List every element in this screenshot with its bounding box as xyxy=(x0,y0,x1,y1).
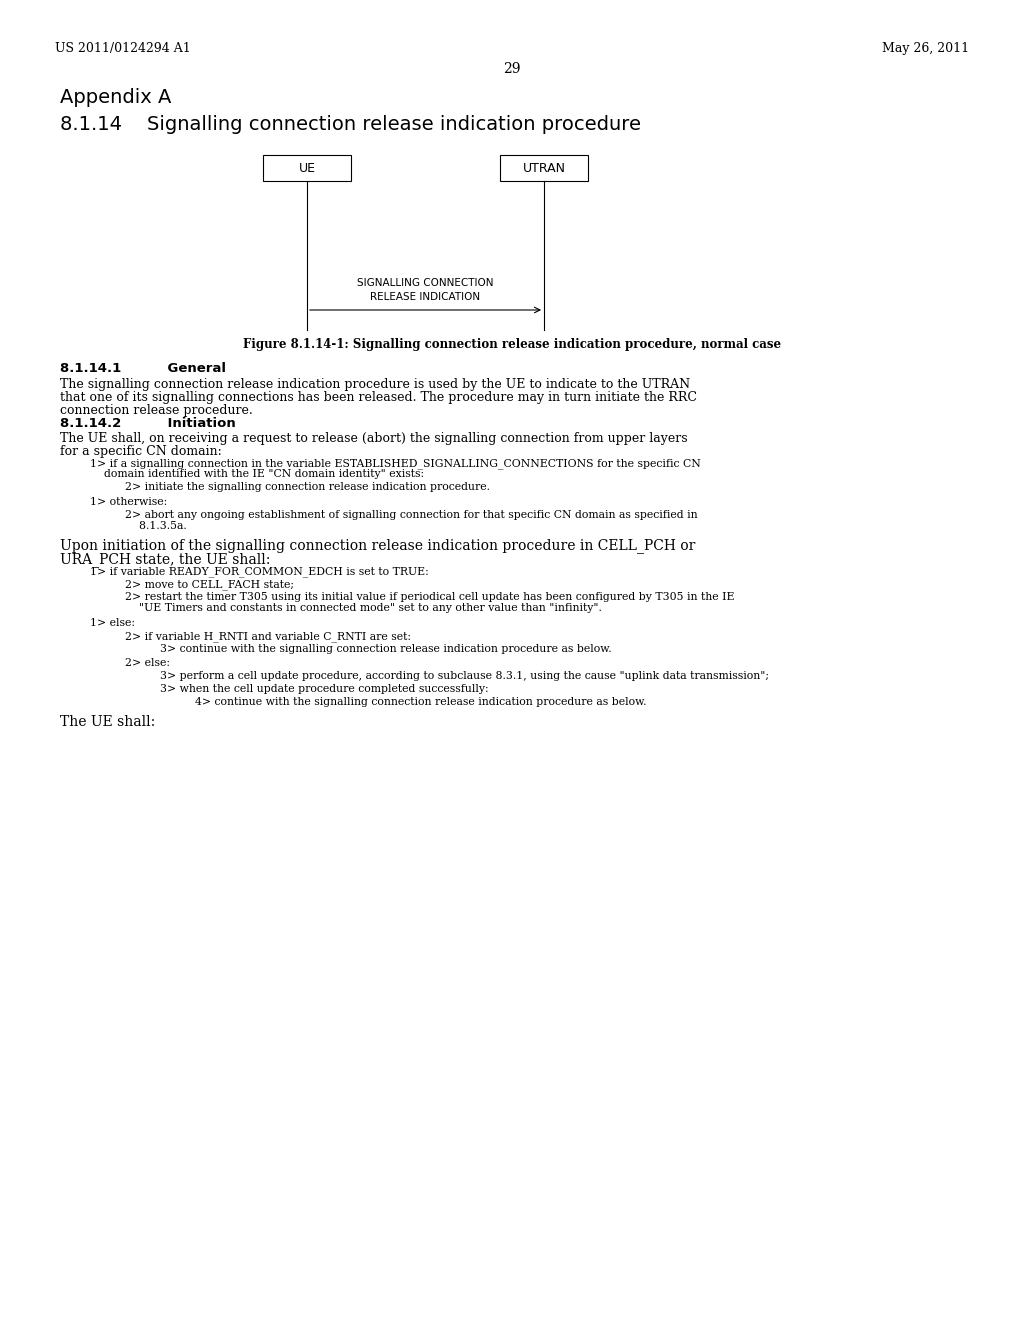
Text: 2> initiate the signalling connection release indication procedure.: 2> initiate the signalling connection re… xyxy=(125,482,490,492)
Text: 3> continue with the signalling connection release indication procedure as below: 3> continue with the signalling connecti… xyxy=(160,644,611,653)
Text: 2> if variable H_RNTI and variable C_RNTI are set:: 2> if variable H_RNTI and variable C_RNT… xyxy=(125,631,411,642)
Text: for a specific CN domain:: for a specific CN domain: xyxy=(60,445,222,458)
Text: The signalling connection release indication procedure is used by the UE to indi: The signalling connection release indica… xyxy=(60,378,690,391)
Text: Upon initiation of the signalling connection release indication procedure in CEL: Upon initiation of the signalling connec… xyxy=(60,539,695,553)
Text: 2> restart the timer T305 using its initial value if periodical cell update has : 2> restart the timer T305 using its init… xyxy=(125,591,734,602)
Text: US 2011/0124294 A1: US 2011/0124294 A1 xyxy=(55,42,190,55)
Bar xyxy=(500,154,588,181)
Text: 1> if a signalling connection in the variable ESTABLISHED_SIGNALLING_CONNECTIONS: 1> if a signalling connection in the var… xyxy=(90,458,700,469)
Text: UE: UE xyxy=(299,161,315,174)
Text: RELEASE INDICATION: RELEASE INDICATION xyxy=(371,292,480,302)
Text: "UE Timers and constants in connected mode" set to any other value than "infinit: "UE Timers and constants in connected mo… xyxy=(125,603,602,612)
Text: SIGNALLING CONNECTION: SIGNALLING CONNECTION xyxy=(357,279,494,288)
Text: 4> continue with the signalling connection release indication procedure as below: 4> continue with the signalling connecti… xyxy=(195,697,646,708)
Text: 8.1.14    Signalling connection release indication procedure: 8.1.14 Signalling connection release ind… xyxy=(60,115,641,135)
Text: that one of its signalling connections has been released. The procedure may in t: that one of its signalling connections h… xyxy=(60,391,697,404)
Text: 8.1.14.1          General: 8.1.14.1 General xyxy=(60,362,226,375)
Text: 2> abort any ongoing establishment of signalling connection for that specific CN: 2> abort any ongoing establishment of si… xyxy=(125,510,697,520)
Text: May 26, 2011: May 26, 2011 xyxy=(882,42,969,55)
Text: 2> move to CELL_FACH state;: 2> move to CELL_FACH state; xyxy=(125,579,294,590)
Text: Appendix A: Appendix A xyxy=(60,88,171,107)
Text: 1> if variable READY_FOR_COMMON_EDCH is set to TRUE:: 1> if variable READY_FOR_COMMON_EDCH is … xyxy=(90,566,429,577)
Bar xyxy=(263,154,351,181)
Text: 8.1.14.2          Initiation: 8.1.14.2 Initiation xyxy=(60,417,236,430)
Text: connection release procedure.: connection release procedure. xyxy=(60,404,253,417)
Text: domain identified with the IE "CN domain identity" exists:: domain identified with the IE "CN domain… xyxy=(90,469,424,479)
Text: 29: 29 xyxy=(503,62,521,77)
Text: 2> else:: 2> else: xyxy=(125,657,170,668)
Text: 3> when the cell update procedure completed successfully:: 3> when the cell update procedure comple… xyxy=(160,684,488,694)
Text: The UE shall, on receiving a request to release (abort) the signalling connectio: The UE shall, on receiving a request to … xyxy=(60,432,688,445)
Text: URA_PCH state, the UE shall:: URA_PCH state, the UE shall: xyxy=(60,552,270,566)
Text: 3> perform a cell update procedure, according to subclause 8.3.1, using the caus: 3> perform a cell update procedure, acco… xyxy=(160,671,769,681)
Text: 1> otherwise:: 1> otherwise: xyxy=(90,498,167,507)
Text: The UE shall:: The UE shall: xyxy=(60,715,156,729)
Text: 8.1.3.5a.: 8.1.3.5a. xyxy=(125,521,186,531)
Text: Figure 8.1.14-1: Signalling connection release indication procedure, normal case: Figure 8.1.14-1: Signalling connection r… xyxy=(243,338,781,351)
Text: UTRAN: UTRAN xyxy=(522,161,565,174)
Text: 1> else:: 1> else: xyxy=(90,618,135,628)
